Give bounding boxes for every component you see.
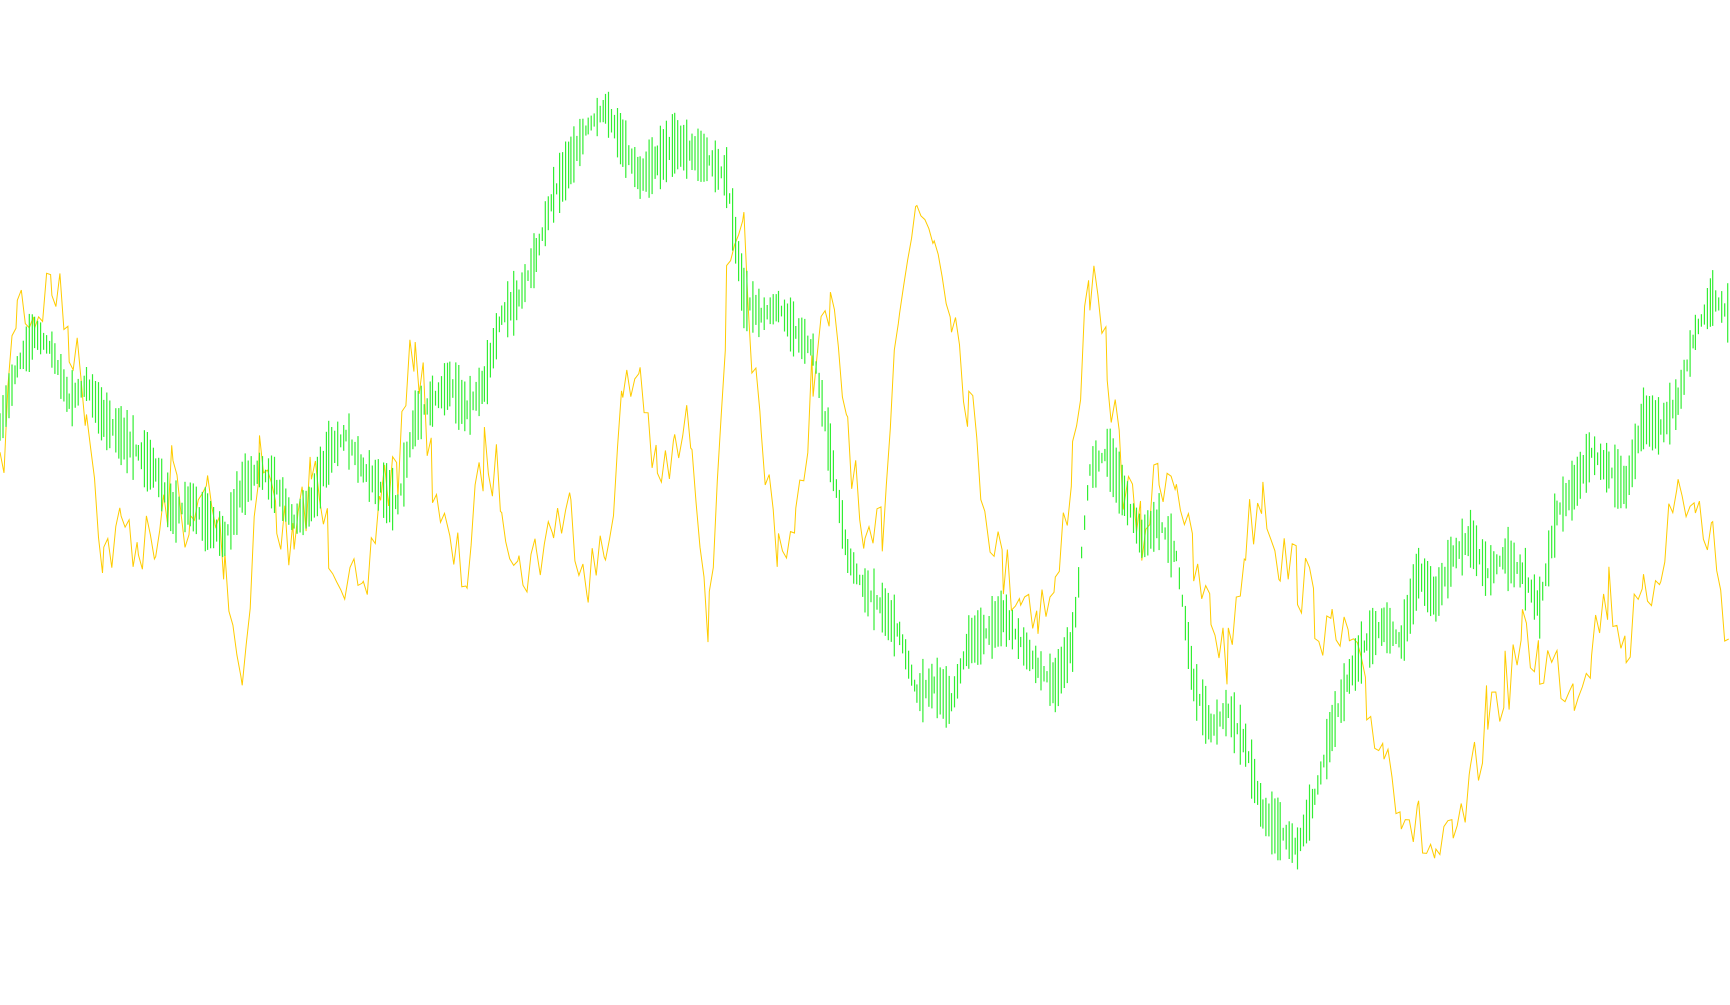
series-0-line bbox=[0, 204, 1729, 859]
series-1 bbox=[0, 91, 1729, 870]
series-0 bbox=[0, 204, 1729, 859]
series-layer bbox=[0, 91, 1729, 870]
